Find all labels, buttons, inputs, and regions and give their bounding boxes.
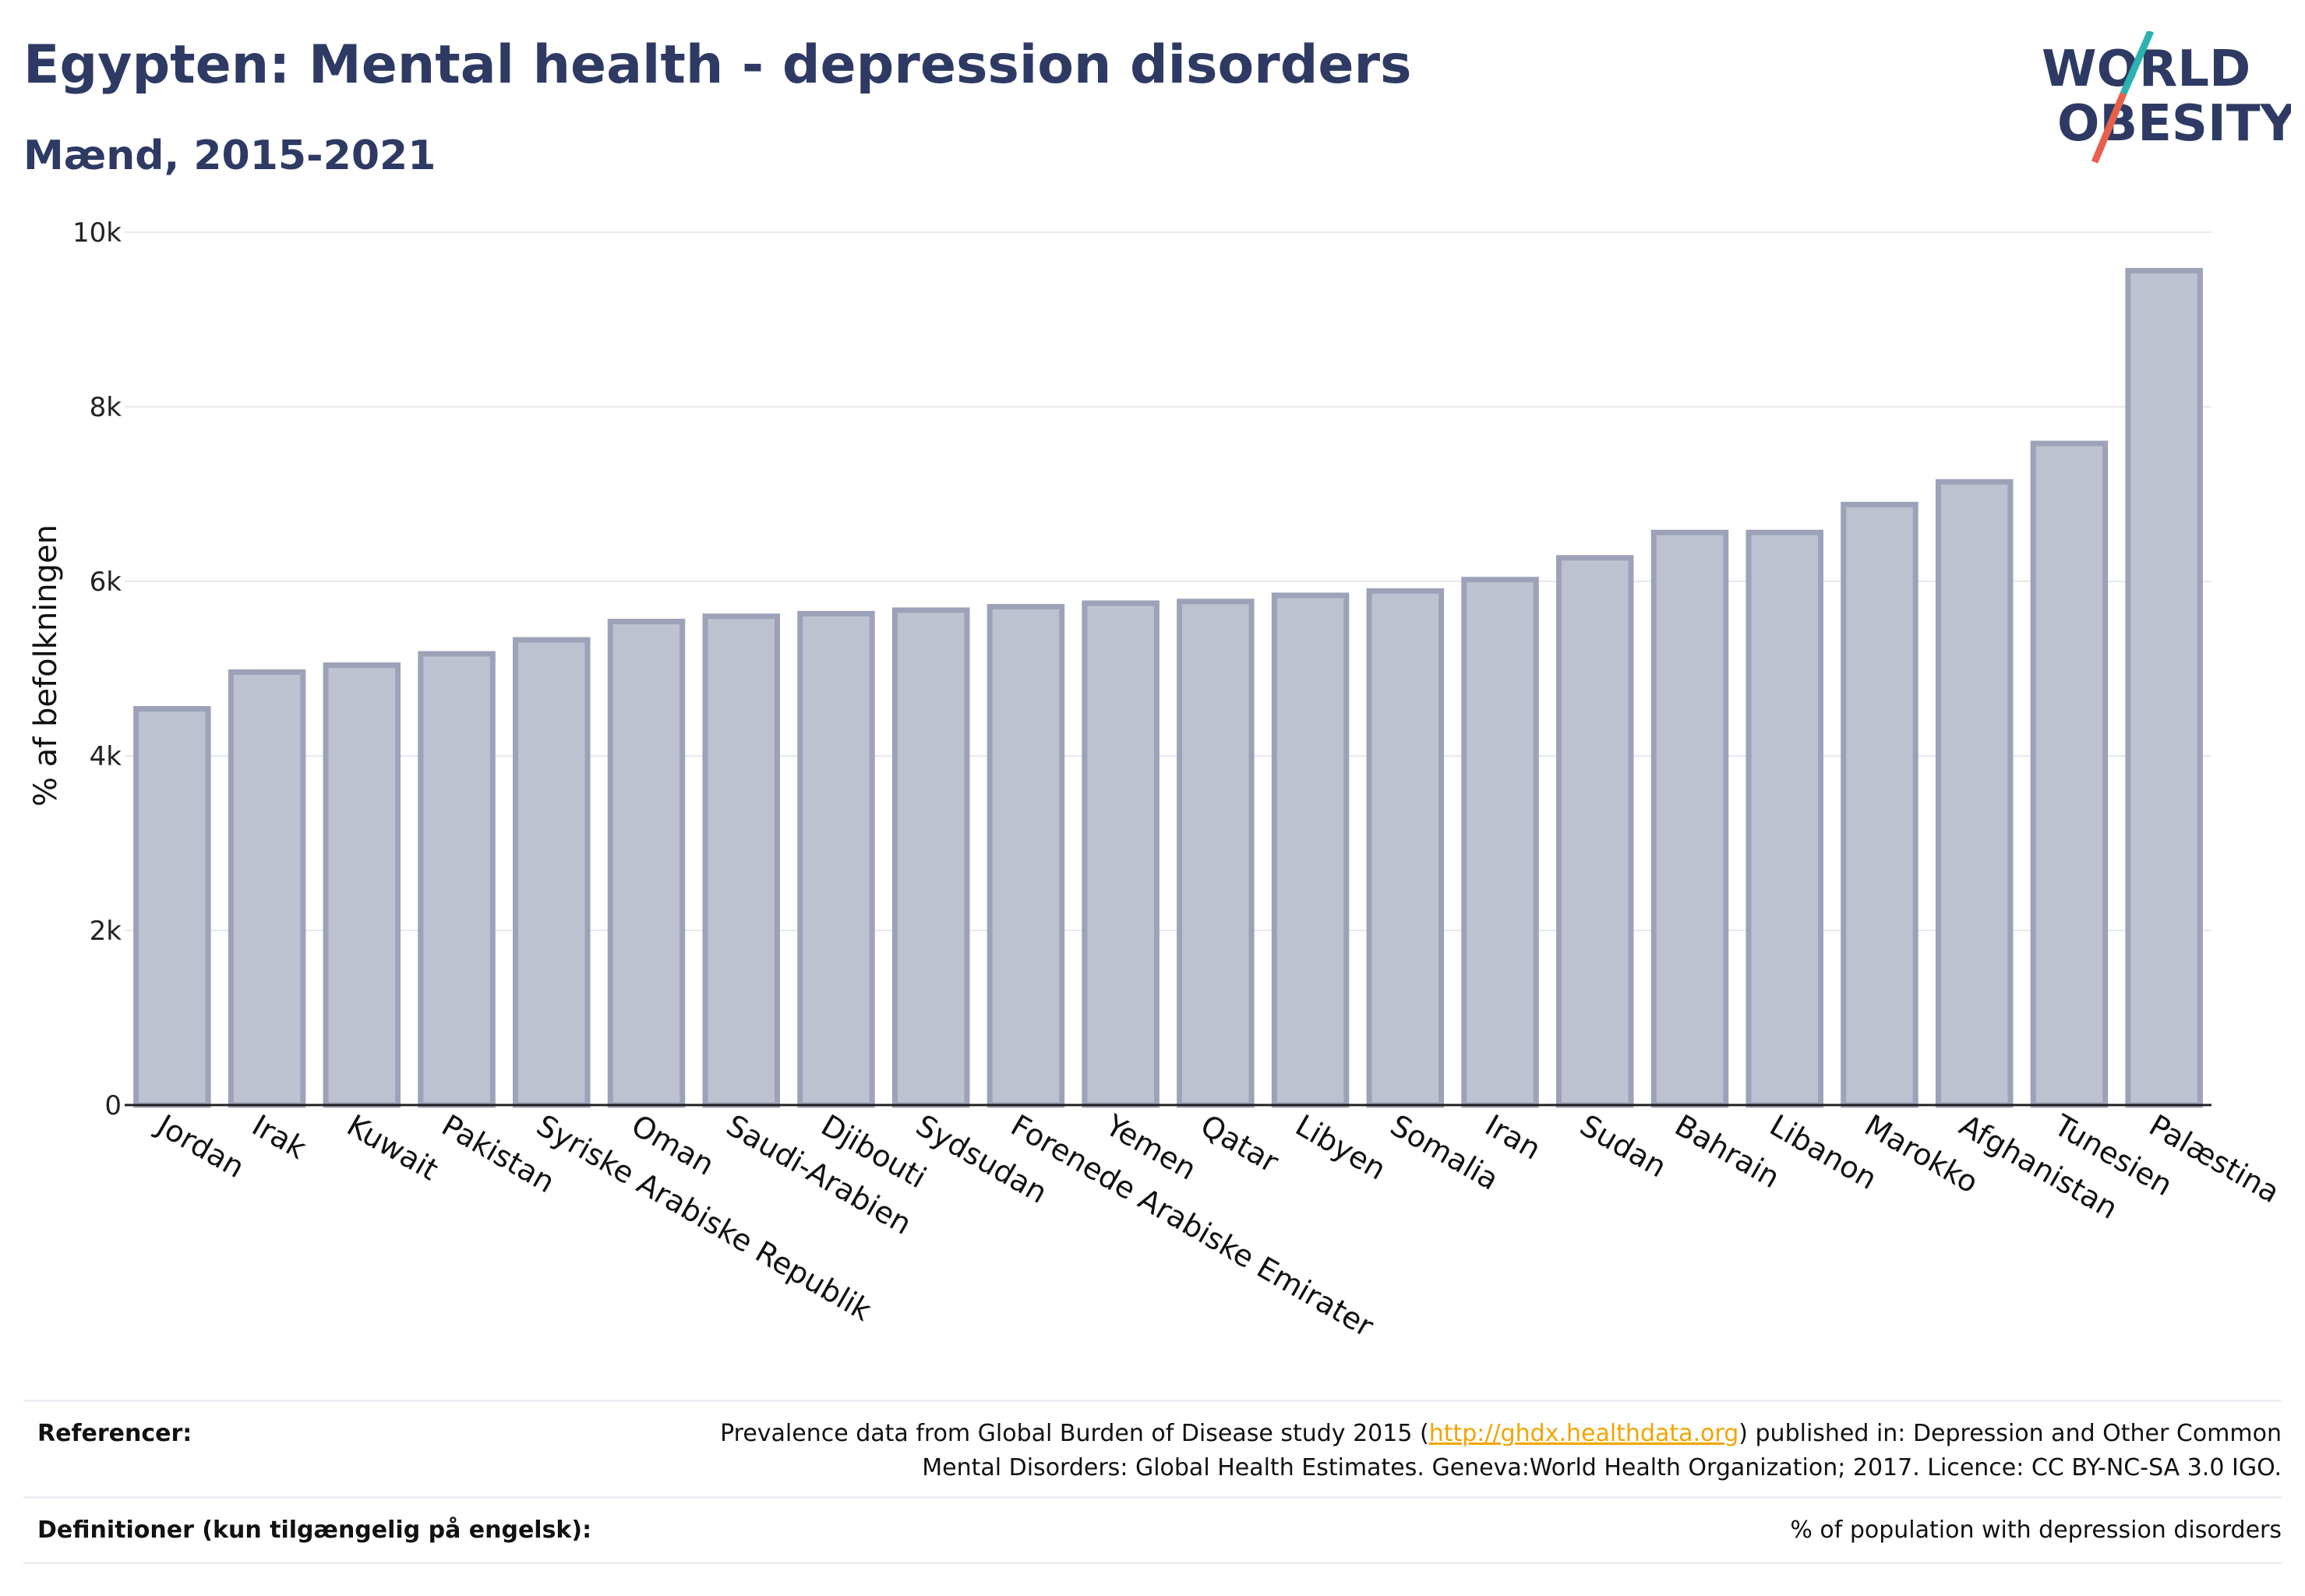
footer-divider-top (23, 1400, 2282, 1402)
x-tick-label: Sudan (1574, 1108, 1672, 1185)
bar-libyen (1271, 592, 1350, 1108)
y-axis-label: % af befolkningen (28, 524, 64, 807)
y-tick-label: 0 (104, 1090, 122, 1121)
x-tick-label: Kuwait (341, 1108, 444, 1188)
y-tick-label: 8k (90, 392, 122, 423)
bar-libanon (1746, 529, 1823, 1108)
bar-qatar (1177, 598, 1255, 1108)
bar-sudan (1556, 555, 1634, 1108)
bar-oman (607, 619, 686, 1108)
bar-kuwait (323, 662, 401, 1108)
chart-subtitle: Mænd, 2015-2021 (23, 132, 436, 179)
references-row: Referencer: Prevalence data from Global … (23, 1417, 2282, 1495)
bar-forenede-arabiske-emirater (987, 603, 1065, 1108)
y-axis-ticks: 0 2k 4k 6k 8k 10k (72, 217, 122, 1121)
bar-jordan (133, 706, 211, 1108)
chart-title: Egypten: Mental health - depression diso… (23, 34, 1412, 96)
world-obesity-logo: WORLD OBESITY (2042, 31, 2291, 164)
y-tick-label: 2k (90, 916, 122, 947)
bar-tunesien (2030, 440, 2109, 1108)
bar-afghanistan (1935, 478, 2014, 1108)
bar-bahrain (1650, 529, 1729, 1108)
bar-djibouti (797, 610, 875, 1108)
bar-syriske-arabiske-republik (513, 637, 591, 1108)
bar-somalia (1366, 588, 1445, 1108)
references-label: Referencer: (37, 1420, 192, 1447)
references-link[interactable]: http://ghdx.healthdata.org (1428, 1420, 1739, 1447)
logo-slash-coral (2091, 92, 2127, 164)
x-tick-label: Libanon (1764, 1108, 1883, 1196)
y-tick-label: 10k (72, 217, 122, 249)
bars (133, 267, 2203, 1108)
x-tick-label: Bahrain (1669, 1108, 1785, 1195)
x-tick-label: Jordan (150, 1107, 250, 1185)
bar-sydsudan (891, 607, 970, 1108)
bar-marokko (1841, 501, 1918, 1108)
definitions-row: Definitioner (kun tilgængelig på engelsk… (23, 1513, 2282, 1552)
footer-divider-bottom (23, 1562, 2282, 1564)
y-tick-label: 6k (90, 567, 122, 598)
definitions-text: % of population with depression disorder… (1790, 1517, 2282, 1544)
references-text: Prevalence data from Global Burden of Di… (720, 1420, 2282, 1481)
x-tick-label: Somalia (1385, 1108, 1505, 1197)
x-tick-label: Libyen (1290, 1108, 1392, 1187)
y-tick-label: 4k (90, 741, 122, 772)
bar-saudi-arabien (702, 613, 780, 1108)
bar-yemen (1082, 600, 1160, 1108)
logo-slash-teal (2120, 31, 2155, 95)
bar-irak (228, 669, 306, 1108)
bar-pakistan (418, 651, 496, 1108)
footer-divider-mid (23, 1496, 2282, 1499)
logo-line2: OBESITY (2057, 95, 2291, 153)
bar-iran (1461, 577, 1539, 1108)
definitions-label: Definitioner (kun tilgængelig på engelsk… (37, 1517, 592, 1544)
bar-palæstina (2125, 267, 2203, 1108)
x-tick-label: Qatar (1195, 1108, 1284, 1180)
x-tick-label: Irak (246, 1108, 312, 1166)
